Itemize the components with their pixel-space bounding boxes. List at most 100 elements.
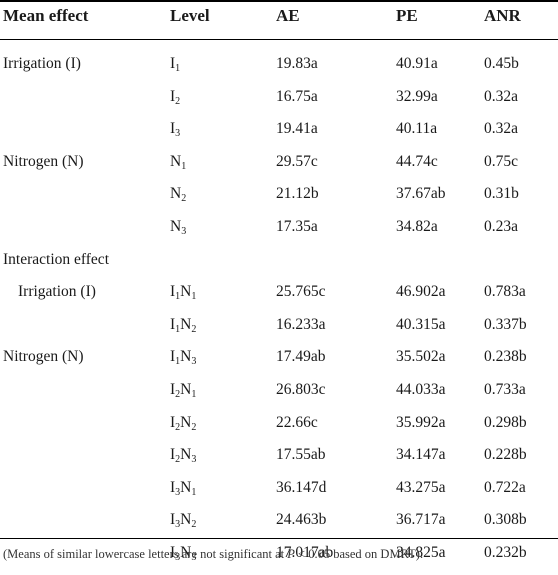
row-level: N1 [170,152,186,172]
table-row: I2 16.75a 32.99a 0.32a [0,87,558,119]
level-letter: N [170,218,182,235]
level-letter: N [180,381,192,398]
row-pe-value: 34.825a [396,544,446,561]
row-ae-value: 36.147d [276,478,327,496]
top-rule [0,0,558,2]
row-anr-value: 0.31b [484,185,519,203]
level-subscript: 1 [175,63,181,74]
level-subscript: 2 [175,421,181,433]
row-pe-value: 37.67ab [396,185,446,203]
header-level: Level [170,6,210,25]
row-ae-value: 26.803c [276,381,326,398]
level-letter: N [180,315,192,333]
level-letter: I [170,446,176,464]
row-effect-label: Nitrogen (N) [3,348,84,366]
row-level: I2N1 [170,380,196,400]
level-subscript: 2 [175,389,181,400]
header-ae: AE [276,6,300,25]
row-level: I2N2 [170,413,196,433]
level-subscript: 1 [175,323,181,335]
level-subscript: 1 [175,291,181,303]
row-effect-label: Interaction effect [3,250,109,268]
row-ae-value: 16.233a [276,315,326,333]
row-anr-value: 0.232b [484,544,527,561]
row-anr-value: 0.238b [484,348,527,366]
header-rule [0,39,558,40]
row-anr-value: 0.32a [484,87,519,105]
table-header-row: Mean effect Level AE PE ANR [0,6,558,38]
row-ae-value: 22.66c [276,413,318,431]
level-subscript: 1 [181,160,187,172]
table-row: I1N2 16.233a 40.315a 0.337b [0,315,558,347]
row-anr-value: 0.45b [484,55,519,72]
row-level: I1N3 [170,347,196,367]
table-row: I3 19.41a 40.11a 0.32a [0,119,558,151]
table-row: I3N1 36.147d 43.275a 0.722a [0,478,558,510]
level-subscript: 2 [175,95,181,107]
row-pe-value: 40.91a [396,55,438,72]
row-level: I3N2 [170,510,196,530]
row-anr-value: 0.228b [484,446,527,464]
table-row: I2N3 17.55ab 34.147a 0.228b [0,445,558,477]
row-anr-value: 0.32a [484,120,519,138]
footnote-text-before: (Means of similar lowercase letters are … [3,547,288,561]
row-level: N2 [170,184,186,204]
row-level: I1N2 [170,315,196,335]
level-letter: N [180,446,192,464]
level-subscript: 3 [191,552,197,563]
level-subscript: 3 [175,486,181,498]
row-effect-label: Irrigation (I) [18,283,96,301]
footnote-p-symbol: P [287,547,295,561]
row-anr-value: 0.75c [484,152,519,170]
row-anr-value: 0.308b [484,511,527,529]
level-subscript: 1 [191,389,197,400]
row-ae-value: 21.12b [276,185,319,203]
level-letter: I [170,283,176,301]
row-level: I2 [170,87,180,107]
table-row: Interaction effect [0,250,558,282]
row-ae-value: 16.75a [276,87,318,105]
level-subscript: 1 [175,356,181,368]
table-row: N2 21.12b 37.67ab 0.31b [0,184,558,216]
row-level: I3N1 [170,478,196,498]
level-letter: N [170,185,182,203]
bottom-rule [0,538,558,539]
table-footnote: (Means of similar lowercase letters are … [3,547,558,562]
level-letter: I [170,315,176,333]
row-effect-label: Irrigation (I) [3,55,81,72]
row-level: I1 [170,54,180,74]
row-effect-label: Nitrogen (N) [3,152,84,170]
table-row: Nitrogen (N) N1 29.57c 44.74c 0.75c [0,152,558,184]
level-letter: N [180,544,192,561]
level-letter: I [170,413,176,431]
row-anr-value: 0.298b [484,413,527,431]
level-subscript: 2 [175,454,181,466]
level-letter: I [170,478,176,496]
row-pe-value: 35.992a [396,413,446,431]
row-anr-value: 0.733a [484,381,526,398]
table-row: Irrigation (I) I1N1 25.765c 46.902a 0.783a [0,282,558,314]
level-letter: I [170,120,176,138]
level-letter: I [170,544,176,561]
level-letter: I [170,511,176,529]
row-level: I2N3 [170,445,196,465]
row-pe-value: 36.717a [396,511,446,529]
row-pe-value: 44.74c [396,152,438,170]
row-anr-value: 0.783a [484,283,526,301]
level-letter: N [180,511,192,529]
row-ae-value: 17.017ab [276,544,334,561]
header-pe: PE [396,6,418,25]
row-ae-value: 25.765c [276,283,326,301]
row-ae-value: 19.41a [276,120,318,138]
level-letter: N [180,413,192,431]
table-row: Nitrogen (N) I1N3 17.49ab 35.502a 0.238b [0,347,558,379]
row-level: I3 [170,119,180,139]
table-row: N3 17.35a 34.82a 0.23a [0,217,558,249]
row-pe-value: 34.147a [396,446,446,464]
level-letter: I [170,55,176,72]
row-pe-value: 46.902a [396,283,446,301]
table-row: I3N2 24.463b 36.717a 0.308b [0,510,558,542]
level-letter: N [180,348,192,366]
level-letter: N [180,478,192,496]
row-ae-value: 17.55ab [276,446,326,464]
